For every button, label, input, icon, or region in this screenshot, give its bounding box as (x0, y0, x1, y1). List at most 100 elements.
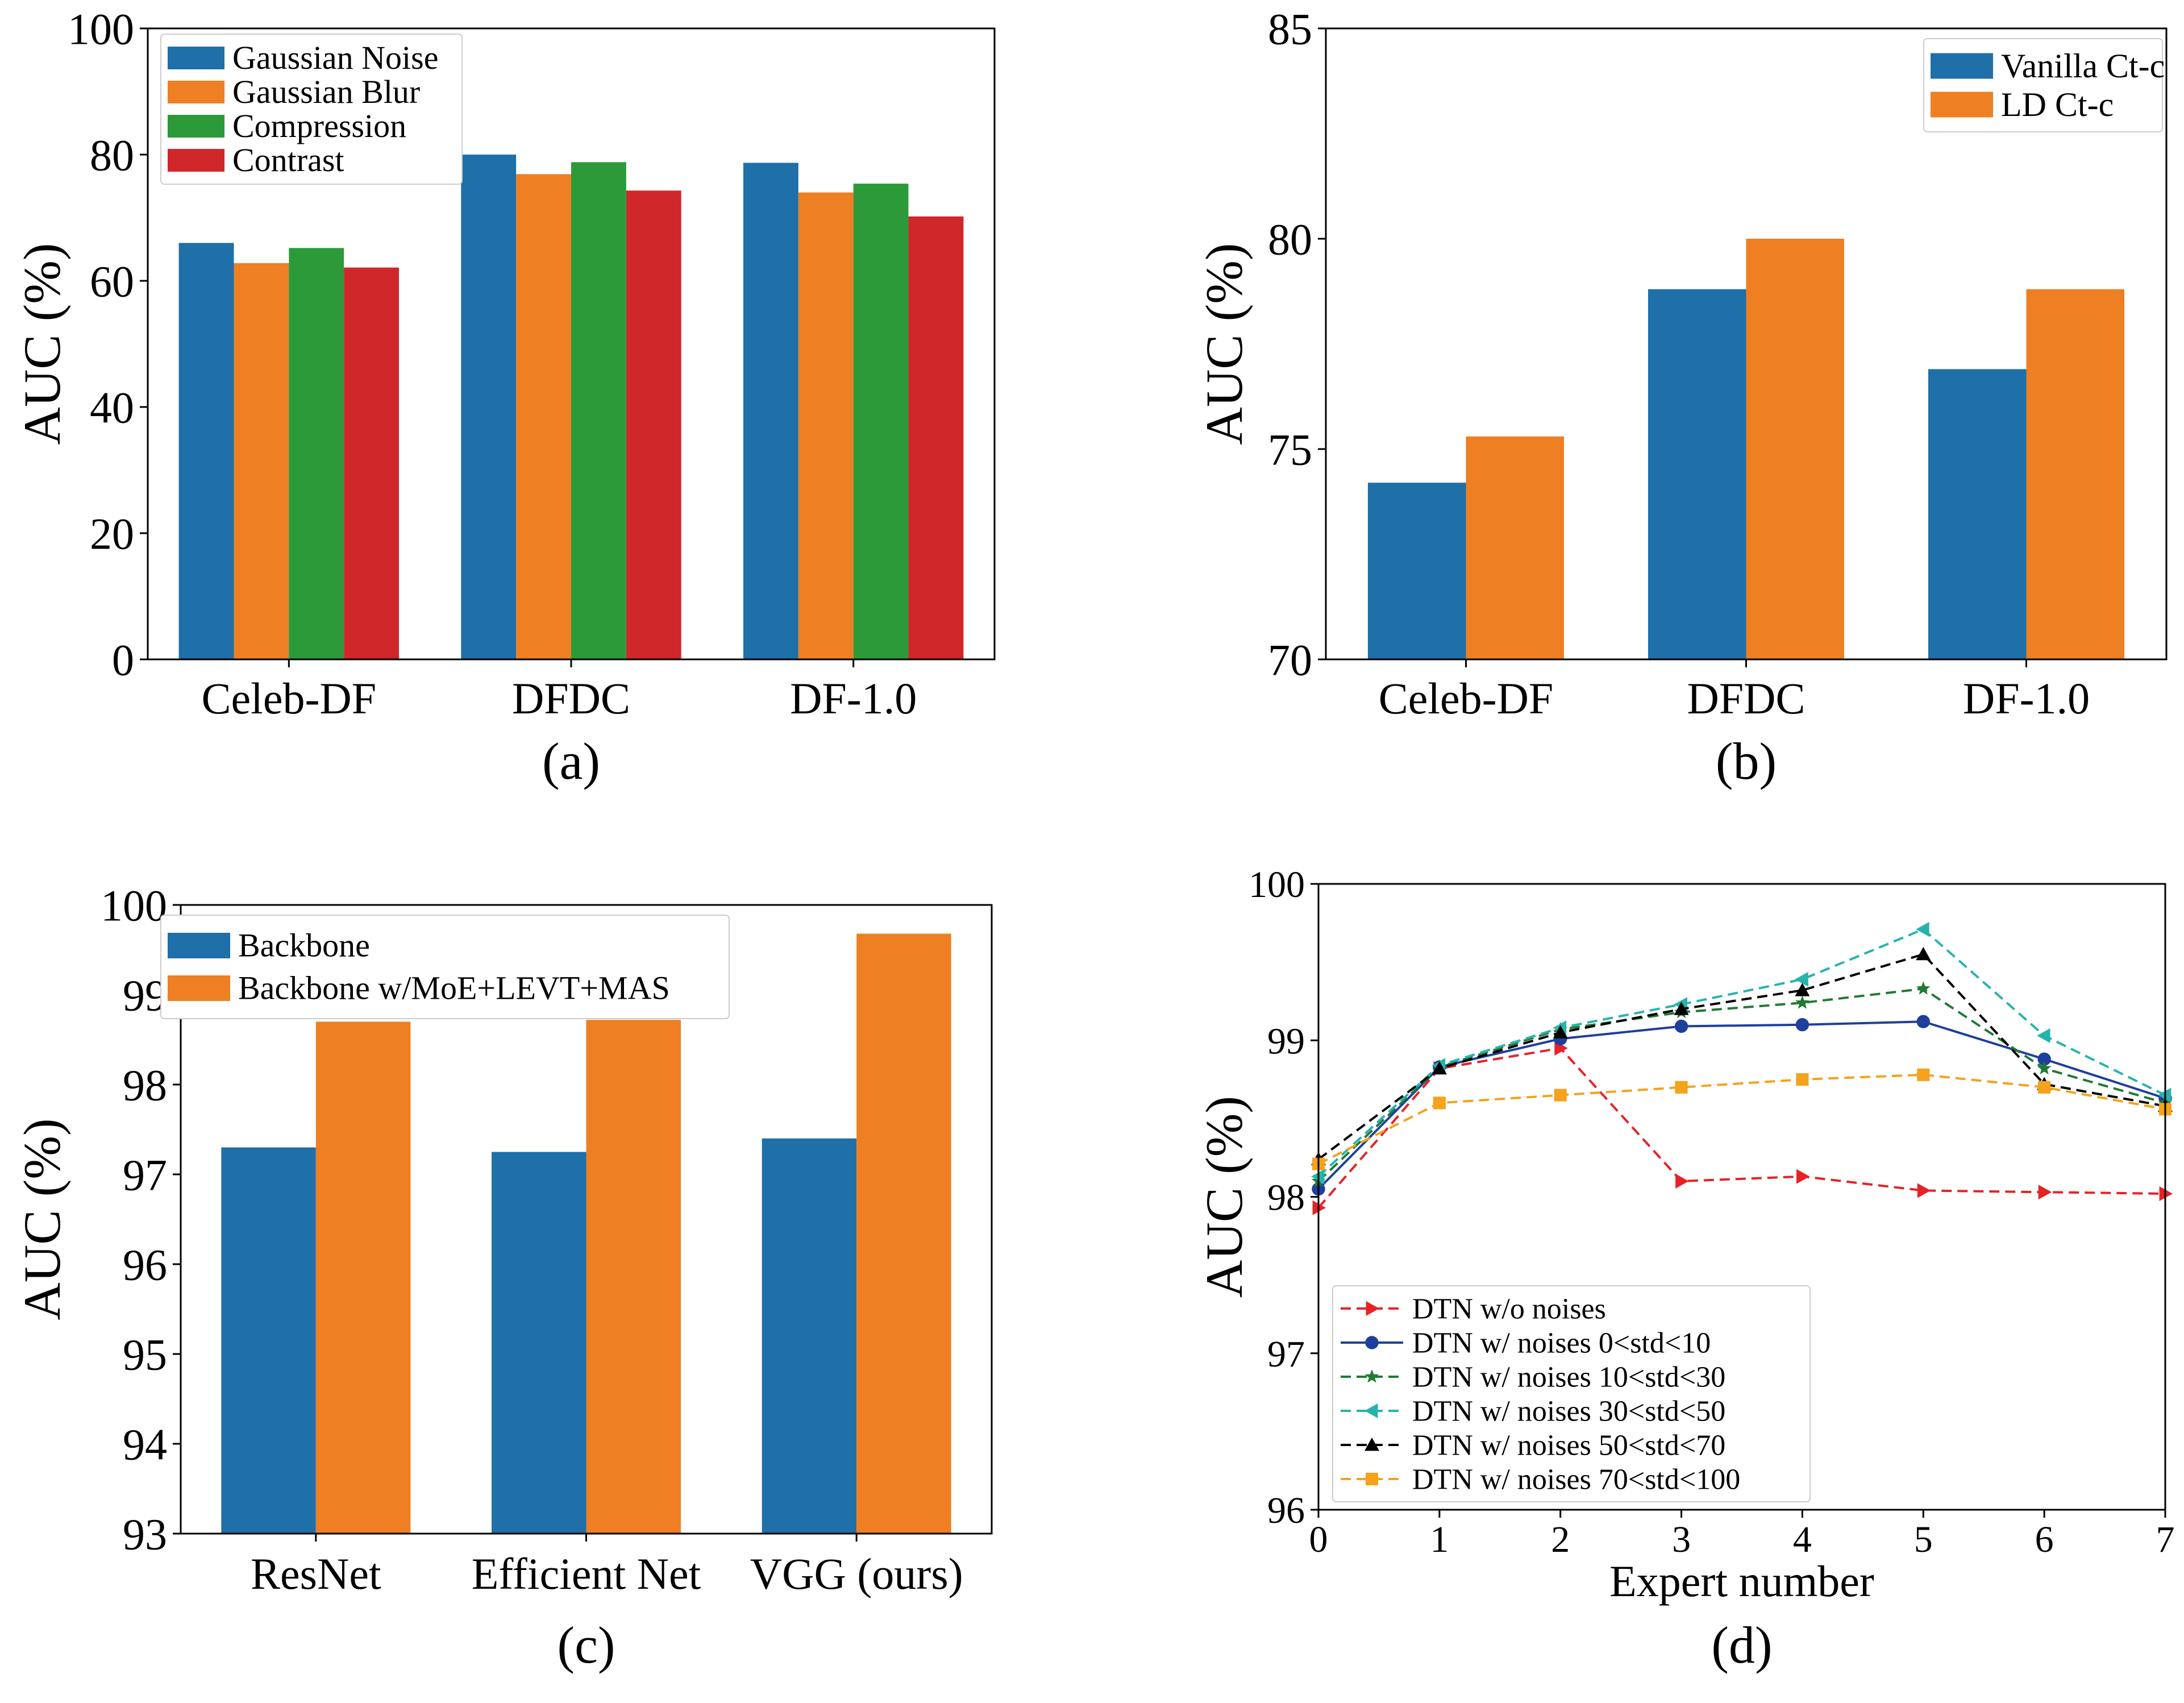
series-line (1317, 928, 2166, 1178)
y-tick-label: 96 (1267, 1490, 1305, 1531)
data-point (2037, 1061, 2052, 1075)
legend-label: Compression (232, 107, 406, 144)
bar (1648, 289, 1746, 659)
bar (762, 1138, 857, 1534)
data-point (1365, 1336, 1379, 1349)
legend-label: Gaussian Blur (232, 73, 420, 110)
x-tick-label: Celeb-DF (1379, 674, 1554, 723)
series-line (1317, 1046, 2166, 1209)
y-axis-label: AUC (%) (13, 243, 71, 445)
data-point (1796, 1073, 1809, 1086)
x-axis-label: Expert number (1609, 1556, 1874, 1606)
y-tick-label: 100 (101, 880, 167, 930)
bar (853, 184, 909, 659)
data-point (1432, 1061, 1447, 1075)
panel-caption: (d) (1711, 1616, 1772, 1674)
x-tick-label: 2 (1551, 1519, 1570, 1560)
y-tick-label: 70 (1268, 635, 1312, 684)
series-line (1318, 1073, 2166, 1165)
data-point (1675, 1173, 1689, 1189)
y-tick-label: 98 (1267, 1177, 1305, 1219)
data-point (1365, 1438, 1379, 1451)
data-point (1433, 1096, 1446, 1110)
panel-3: 0 1 2 3 4 5 6 7 96 97 98 99 100 AUC (%) Expert number D… (1195, 864, 2175, 1674)
legend-label: Backbone (238, 927, 370, 964)
panel-0: Celeb-DF DFDC DF-1.0 0 20 40 60 80 100 AUC (%) Gau… (13, 4, 996, 790)
data-point (1553, 1025, 1568, 1039)
data-point (1916, 921, 1929, 937)
y-tick-label: 40 (90, 383, 134, 432)
x-tick-label: 0 (1309, 1519, 1328, 1560)
bar (461, 155, 517, 659)
y-tick-label: 99 (1267, 1020, 1305, 1062)
data-point (2037, 1028, 2050, 1043)
legend-swatch (168, 933, 230, 958)
legend-label: Backbone w/MoE+LEVT+MAS (238, 970, 670, 1007)
legend-swatch (1931, 53, 1993, 79)
legend-label: LD Ct-c (2001, 86, 2114, 123)
x-tick-label: DFDC (1687, 674, 1805, 723)
data-point (1796, 1169, 1810, 1184)
x-tick-label: VGG (ours) (750, 1549, 963, 1598)
bar (571, 162, 626, 659)
bar (798, 192, 854, 660)
x-tick-label: 7 (2156, 1519, 2175, 1560)
y-tick-label: 20 (90, 509, 134, 558)
data-point (1916, 946, 1931, 961)
legend-label: Gaussian Noise (232, 39, 438, 76)
data-point (1795, 983, 1810, 996)
y-tick-label: 95 (123, 1330, 167, 1379)
legend-label: Contrast (232, 142, 344, 178)
bar (234, 263, 289, 659)
data-point (1365, 1472, 1379, 1486)
y-tick-label: 60 (90, 256, 134, 306)
series-line (1317, 1020, 2166, 1190)
y-tick-label: 85 (1268, 4, 1312, 53)
y-tick-label: 97 (123, 1150, 167, 1199)
data-point (1795, 1018, 1809, 1032)
legend-swatch (168, 81, 224, 103)
x-tick-label: ResNet (251, 1549, 381, 1598)
bar (1367, 483, 1466, 659)
bar (2026, 289, 2125, 659)
x-tick-label: 1 (1430, 1519, 1449, 1560)
bar (315, 1021, 411, 1534)
bar (289, 248, 344, 659)
x-tick-label: Celeb-DF (202, 674, 377, 723)
x-tick-label: 3 (1672, 1519, 1691, 1560)
bar (221, 1147, 316, 1534)
legend-label: DTN w/ noises 0<std<10 (1412, 1327, 1711, 1360)
y-tick-label: 93 (123, 1509, 167, 1559)
legend-swatch (1931, 92, 1993, 118)
bar (344, 267, 400, 659)
y-tick-label: 94 (123, 1419, 167, 1469)
x-tick-label: 4 (1793, 1519, 1812, 1560)
y-tick-label: 80 (90, 130, 134, 180)
bar (516, 174, 571, 659)
bar (1746, 239, 1845, 659)
y-tick-label: 99 (123, 970, 167, 1020)
data-point (1795, 995, 1809, 1009)
data-point (1674, 1002, 1689, 1015)
plot-frame (1325, 27, 2168, 661)
legend-label: DTN w/ noises 30<std<50 (1412, 1395, 1725, 1428)
y-tick-label: 80 (1268, 214, 1312, 264)
data-point (2038, 1185, 2052, 1200)
bar (743, 163, 798, 659)
legend-swatch (168, 149, 224, 172)
x-tick-label: DF-1.0 (790, 674, 917, 723)
data-point (1917, 1068, 1930, 1081)
legend-swatch (168, 115, 224, 138)
bar (1466, 436, 1565, 659)
bar (908, 216, 964, 659)
legend-box (160, 915, 730, 1019)
legend-label: DTN w/ noises 70<std<100 (1412, 1464, 1740, 1496)
panel-caption: (a) (542, 732, 600, 790)
y-tick-label: 96 (123, 1240, 167, 1289)
data-point (1554, 1089, 1567, 1102)
bar (492, 1152, 586, 1534)
data-point (1795, 971, 1808, 987)
y-tick-label: 100 (68, 4, 134, 53)
bar (626, 190, 681, 659)
